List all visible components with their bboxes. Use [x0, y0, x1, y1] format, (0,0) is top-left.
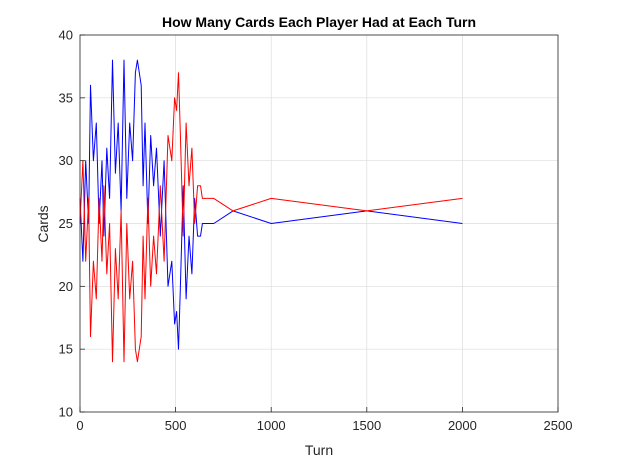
series-layer: [79, 59, 463, 363]
y-tick-label: 25: [59, 216, 73, 231]
x-tick-label: 2000: [448, 418, 477, 433]
y-tick-label: 40: [59, 28, 73, 43]
x-tick-label: 1500: [352, 418, 381, 433]
y-tick-label: 15: [59, 342, 73, 357]
chart-title: How Many Cards Each Player Had at Each T…: [162, 14, 476, 30]
x-tick-label: 2500: [544, 418, 573, 433]
y-tick-label: 30: [59, 153, 73, 168]
y-tick-label: 10: [59, 405, 73, 420]
y-axis-label: Cards: [35, 205, 51, 242]
series-line-1: [79, 59, 463, 350]
y-tick-label: 35: [59, 90, 73, 105]
x-tick-label: 0: [76, 418, 83, 433]
y-tick-label: 20: [59, 279, 73, 294]
x-tick-label: 500: [165, 418, 187, 433]
x-tick-label: 1000: [257, 418, 286, 433]
x-axis-label: Turn: [305, 442, 333, 458]
series-line-2: [79, 72, 463, 363]
ticks: 0 500 1000 1500 2000 2500 10 15 20 25 30 35 40: [59, 28, 573, 434]
